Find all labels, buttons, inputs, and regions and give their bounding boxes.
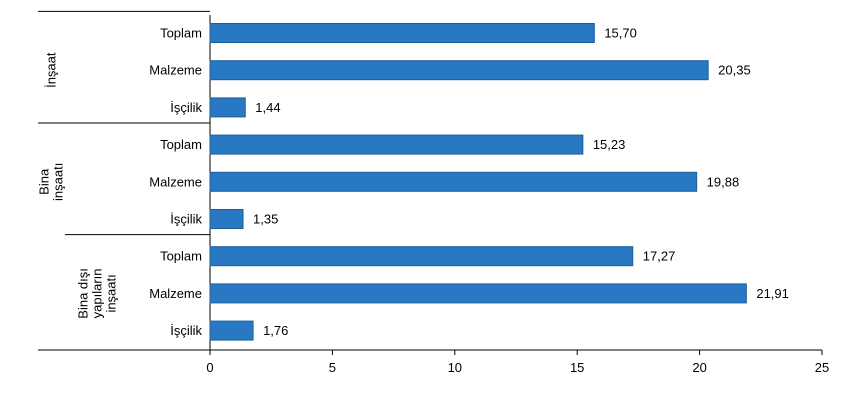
value-label: 19,88 — [707, 174, 740, 189]
bar — [209, 134, 584, 155]
bar — [209, 246, 634, 267]
bar — [209, 23, 595, 43]
value-label: 1,76 — [263, 323, 288, 338]
category-label: Malzeme — [149, 174, 202, 189]
x-tick-label: 10 — [448, 360, 462, 375]
x-tick-label: 20 — [692, 360, 706, 375]
bar — [209, 320, 254, 341]
group-label: yapıların — [89, 268, 104, 318]
category-label: Toplam — [160, 26, 202, 41]
plot-area: 0 5 10 15 20 25 İnşaat Toplam 15,70 Malzeme 20,35 İ… — [36, 10, 829, 375]
category-label: İşçilik — [170, 323, 202, 338]
bar — [209, 209, 244, 229]
group-label: Bina — [36, 168, 51, 195]
group-label: inşaatı — [103, 274, 118, 312]
group-label: İnşaat — [43, 52, 58, 88]
x-tick-label: 5 — [329, 360, 336, 375]
value-label: 1,35 — [253, 212, 278, 227]
group-label: inşaatı — [50, 163, 65, 201]
category-label: Toplam — [160, 137, 202, 152]
value-label: 20,35 — [718, 63, 751, 78]
value-label: 15,70 — [604, 26, 637, 41]
group-label: Bina dışı — [75, 268, 90, 319]
bar — [209, 283, 747, 304]
value-label: 1,44 — [255, 100, 280, 115]
value-label: 21,91 — [756, 286, 789, 301]
category-label: Malzeme — [149, 63, 202, 78]
bar — [209, 171, 698, 192]
category-label: Toplam — [160, 249, 202, 264]
bar — [209, 60, 709, 81]
x-tick-label: 25 — [815, 360, 829, 375]
x-tick-label: 15 — [570, 360, 584, 375]
category-label: İşçilik — [170, 212, 202, 227]
category-label: Malzeme — [149, 286, 202, 301]
bar — [209, 97, 246, 118]
x-tick-label: 0 — [206, 360, 213, 375]
value-label: 15,23 — [593, 137, 626, 152]
category-label: İşçilik — [170, 100, 202, 115]
value-label: 17,27 — [643, 249, 676, 264]
